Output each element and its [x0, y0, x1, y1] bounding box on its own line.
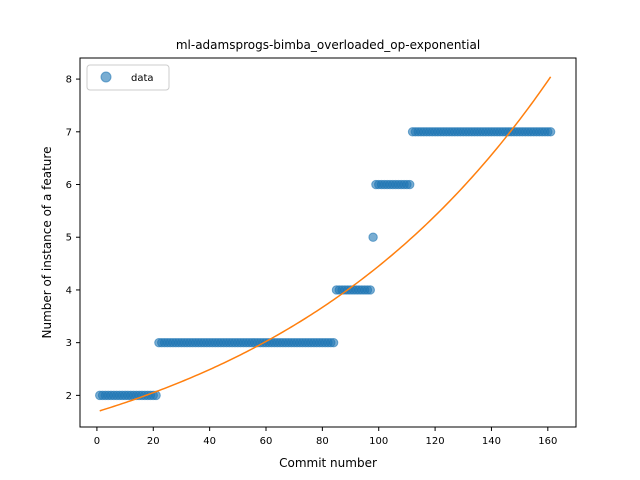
x-tick-label: 40 [203, 436, 216, 447]
data-point [405, 179, 415, 190]
x-tick-label: 120 [426, 436, 445, 447]
legend-box [86, 64, 170, 91]
legend-label-data: data [131, 73, 154, 84]
x-tick-label: 160 [538, 436, 557, 447]
chart-title: ml-adamsprogs-bimba_overloaded_op-expone… [176, 38, 480, 52]
data-point [365, 285, 375, 295]
exponential-fit-line [99, 76, 552, 412]
y-tick-label: 7 [66, 127, 72, 138]
y-tick-label: 2 [66, 391, 72, 402]
x-tick-label: 100 [369, 436, 388, 447]
data-point [328, 337, 339, 348]
y-tick-label: 6 [66, 180, 72, 191]
axes-frame [79, 57, 577, 428]
y-tick-label: 3 [66, 338, 72, 349]
x-tick-label: 0 [94, 436, 100, 447]
x-tick-label: 60 [260, 436, 273, 447]
x-axis: 0 20 40 60 80 100 120 140 160 [94, 427, 557, 447]
y-tick-label: 8 [66, 75, 72, 86]
x-tick-label: 140 [482, 436, 501, 447]
y-axis-label: Number of instance of a feature [40, 147, 54, 339]
x-axis-label: Commit number [279, 456, 377, 470]
y-tick-label: 5 [66, 233, 72, 244]
legend-marker-data [100, 71, 112, 83]
data-point [368, 232, 378, 242]
y-tick-label: 4 [66, 285, 72, 296]
data-point [545, 127, 556, 137]
y-axis: 2 3 4 5 6 7 8 [66, 75, 80, 402]
x-tick-label: 20 [147, 436, 160, 447]
legend: data [86, 64, 170, 91]
x-tick-label: 80 [316, 436, 329, 447]
plot-area [95, 76, 556, 412]
